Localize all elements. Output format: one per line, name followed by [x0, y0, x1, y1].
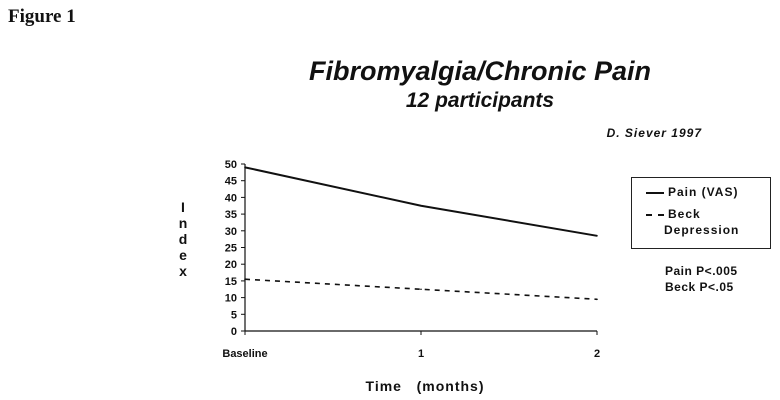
y-tick-label: 10 [225, 293, 237, 305]
author-credit: D. Siever 1997 [606, 126, 702, 140]
data-point [420, 204, 422, 207]
data-point [596, 298, 598, 301]
chart-title: Fibromyalgia/Chronic Pain [308, 56, 652, 86]
x-tick-label: 2 [594, 348, 600, 360]
significance-notes: Pain P<.005 Beck P<.05 [665, 263, 738, 295]
data-point [244, 278, 246, 281]
data-point [420, 288, 422, 291]
y-axis-label-letter: e [179, 247, 187, 263]
x-axis-label: Time (months) [365, 378, 485, 394]
legend-label-pain: Pain (VAS) [668, 185, 739, 199]
x-tick-label: Baseline [222, 348, 267, 360]
series-line-beck [244, 278, 598, 301]
stat-beck: Beck P<.05 [665, 280, 734, 294]
series-line-pain [244, 166, 598, 237]
y-tick-label: 50 [225, 159, 237, 171]
legend-label-beck-line1: Beck [668, 207, 701, 221]
y-tick-label: 35 [225, 209, 237, 221]
data-point [596, 235, 598, 237]
y-tick-label: 15 [225, 276, 237, 288]
legend-swatch-solid [646, 192, 664, 194]
y-tick-label: 0 [231, 326, 237, 338]
legend: Pain (VAS) Beck Depression [631, 177, 771, 249]
x-tick-label: 1 [418, 348, 424, 360]
y-tick-label: 40 [225, 192, 237, 204]
y-axis-label-letter: x [179, 263, 187, 279]
y-tick-label: 45 [225, 176, 237, 188]
y-axis-label-letter: n [178, 215, 188, 231]
chart-subtitle: 12 participants [405, 89, 555, 112]
stat-pain: Pain P<.005 [665, 264, 738, 278]
y-axis-label: I n d e x [176, 199, 190, 279]
y-axis-label-letter: I [181, 199, 185, 215]
figure-label: Figure 1 [8, 6, 76, 27]
y-tick-label: 30 [225, 226, 237, 238]
y-tick-label: 20 [225, 259, 237, 271]
y-axis-label-letter: d [178, 231, 188, 247]
data-point [244, 166, 246, 169]
y-tick-label: 5 [231, 309, 237, 321]
legend-label-beck-line2: Depression [664, 223, 740, 237]
legend-swatch-dashed [646, 214, 664, 216]
y-tick-label: 25 [225, 243, 237, 255]
